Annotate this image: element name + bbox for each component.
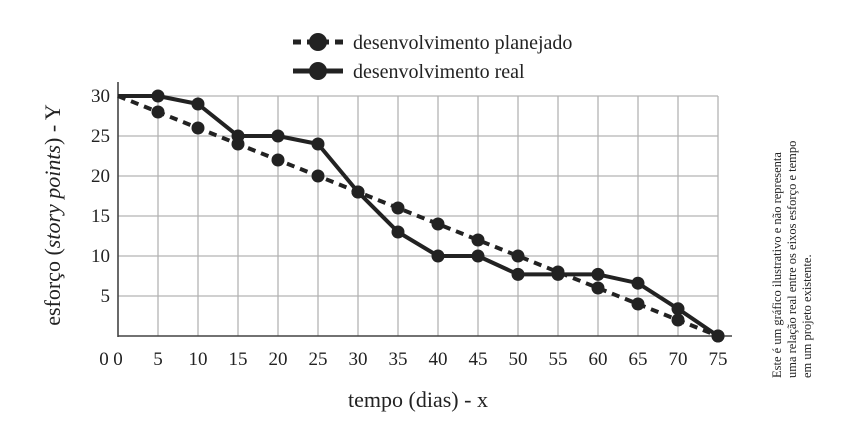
x-tick-55: 55 bbox=[549, 349, 568, 370]
x-tick-60: 60 bbox=[589, 349, 608, 370]
point-real-50 bbox=[511, 267, 525, 281]
point-real-20 bbox=[271, 129, 285, 143]
point-real-25 bbox=[311, 137, 325, 151]
point-real-5 bbox=[151, 89, 165, 103]
point-planned-70 bbox=[671, 313, 685, 327]
series-line-planned bbox=[117, 94, 719, 338]
y-tick-25: 25 bbox=[91, 126, 110, 147]
point-real-75 bbox=[711, 329, 725, 343]
note-line-1: Este é um gráfico ilustrativo e não repr… bbox=[770, 152, 784, 378]
point-planned-45 bbox=[471, 233, 485, 247]
x-tick-45: 45 bbox=[469, 349, 488, 370]
point-planned-20 bbox=[271, 153, 285, 167]
legend: desenvolvimento planejado desenvolviment… bbox=[293, 32, 572, 83]
point-real-15 bbox=[231, 129, 245, 143]
point-real-55 bbox=[551, 267, 565, 281]
point-planned-35 bbox=[391, 201, 405, 215]
point-real-35 bbox=[391, 225, 405, 239]
point-planned-60 bbox=[591, 281, 605, 295]
x-tick-50: 50 bbox=[509, 349, 528, 370]
disclaimer-note: Este é um gráfico ilustrativo e não repr… bbox=[770, 78, 815, 378]
legend-label-real: desenvolvimento real bbox=[353, 61, 525, 83]
point-planned-25 bbox=[311, 169, 325, 183]
x-tick-25: 25 bbox=[309, 349, 328, 370]
x-tick-70: 70 bbox=[669, 349, 688, 370]
x-axis-title: tempo (dias) - x bbox=[348, 387, 488, 412]
x-tick-65: 65 bbox=[629, 349, 648, 370]
y-tick-5: 5 bbox=[101, 286, 111, 307]
point-planned-10 bbox=[191, 121, 205, 135]
point-real-70 bbox=[671, 302, 685, 316]
point-planned-5 bbox=[151, 105, 165, 119]
point-planned-40 bbox=[431, 217, 445, 231]
note-line-2: uma relação real entre os eixos esforço … bbox=[785, 140, 799, 378]
x-tick-20: 20 bbox=[269, 349, 288, 370]
point-planned-65 bbox=[631, 297, 645, 311]
y-tick-20: 20 bbox=[91, 166, 110, 187]
axes bbox=[117, 82, 732, 337]
point-real-40 bbox=[431, 249, 445, 263]
point-planned-50 bbox=[511, 249, 525, 263]
y-axis-title: esforço (story points) - Y bbox=[40, 104, 65, 326]
x-tick-15: 15 bbox=[229, 349, 248, 370]
series-line-real bbox=[118, 94, 720, 338]
point-real-60 bbox=[591, 267, 605, 281]
x-tick-0: 0 bbox=[113, 349, 123, 370]
note-line-3: em um projeto existente. bbox=[800, 254, 814, 378]
origin-tick: 0 bbox=[99, 349, 109, 370]
y-tick-15: 15 bbox=[91, 206, 110, 227]
x-tick-30: 30 bbox=[349, 349, 368, 370]
series-layer bbox=[117, 89, 725, 343]
y-tick-30: 30 bbox=[91, 86, 110, 107]
tick-labels: 0 5 10 15 20 25 30 35 40 45 50 55 60 65 70 75 5 10 15 20 25 3… bbox=[91, 86, 728, 370]
x-tick-75: 75 bbox=[709, 349, 728, 370]
point-real-65 bbox=[631, 276, 645, 290]
legend-marker-real bbox=[309, 62, 327, 80]
point-real-10 bbox=[191, 97, 205, 111]
x-tick-5: 5 bbox=[153, 349, 163, 370]
legend-marker-planned bbox=[309, 33, 327, 51]
x-tick-35: 35 bbox=[389, 349, 408, 370]
legend-label-planned: desenvolvimento planejado bbox=[353, 32, 572, 54]
point-real-45 bbox=[471, 249, 485, 263]
y-tick-10: 10 bbox=[91, 246, 110, 267]
x-tick-10: 10 bbox=[189, 349, 208, 370]
x-tick-40: 40 bbox=[429, 349, 448, 370]
point-real-30 bbox=[351, 185, 365, 199]
